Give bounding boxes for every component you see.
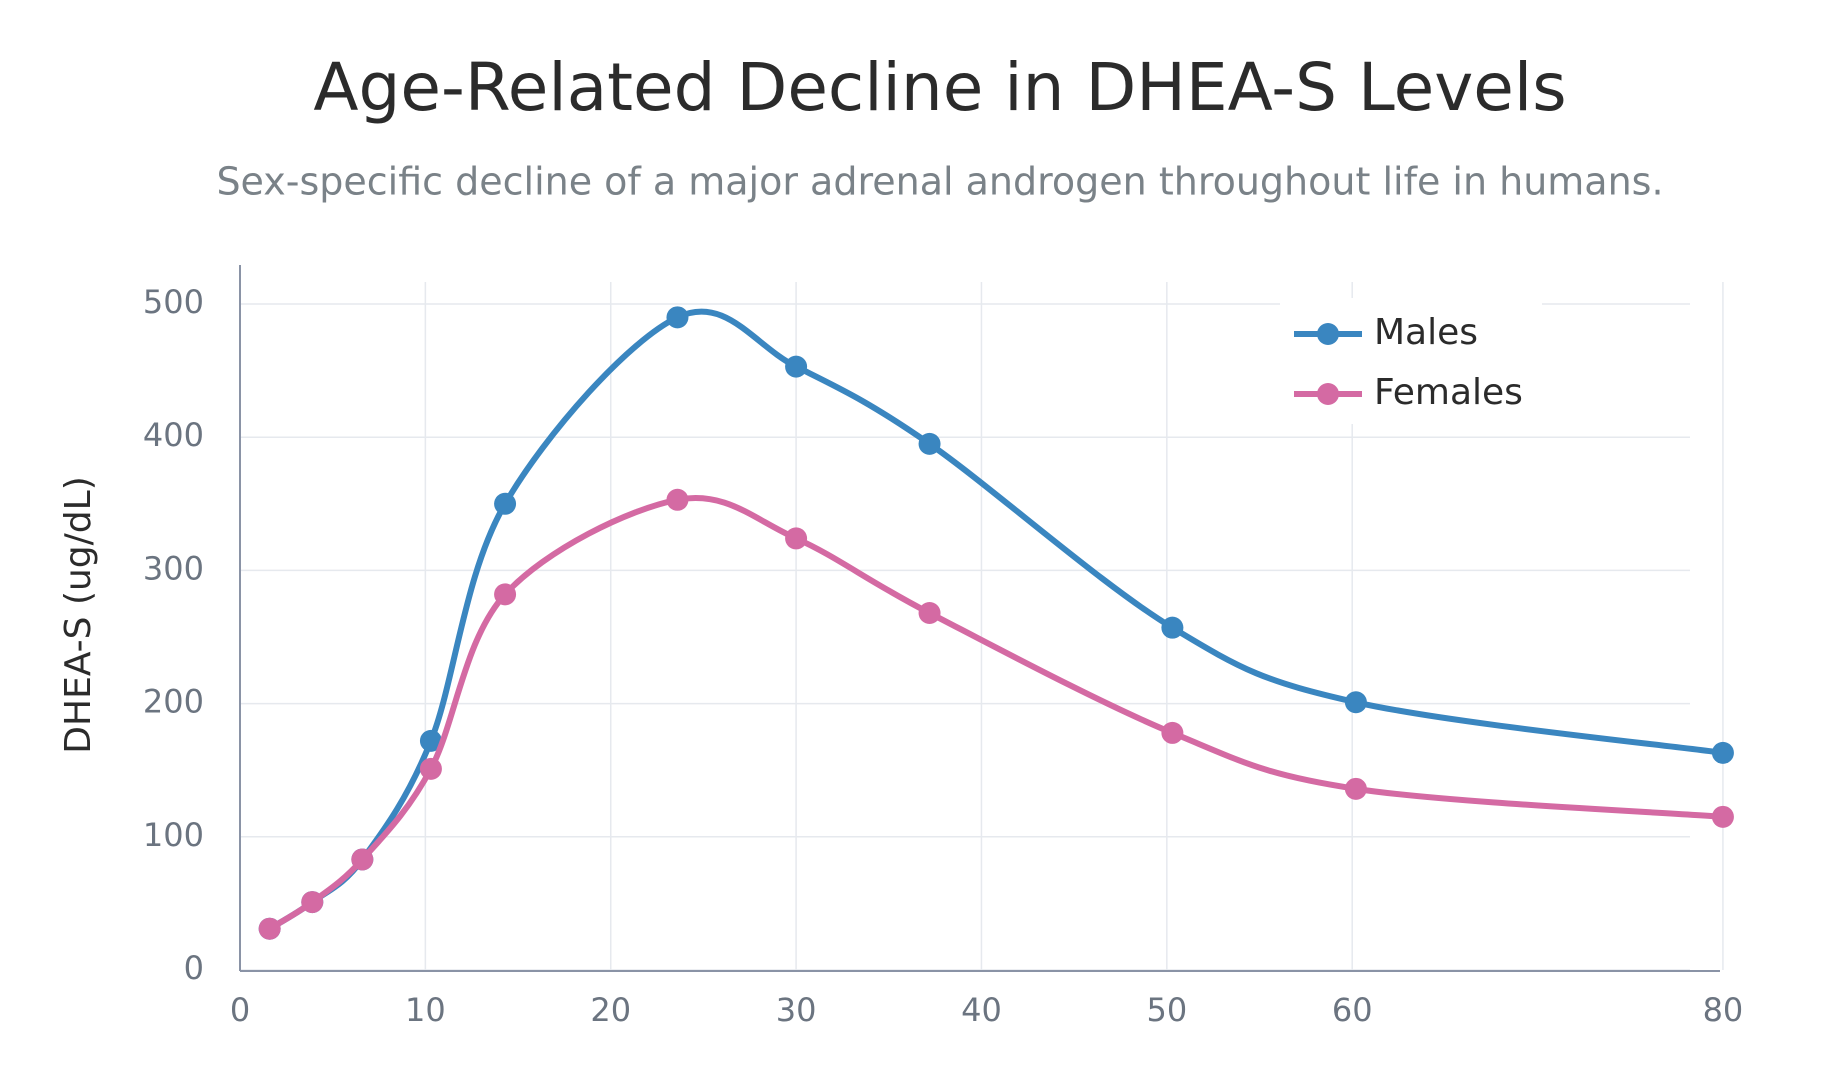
point bbox=[918, 602, 941, 625]
x-tick-label: 40 bbox=[961, 991, 1002, 1029]
point bbox=[301, 891, 324, 914]
x-tick-label: 30 bbox=[776, 991, 817, 1029]
x-tick-label: 80 bbox=[1703, 991, 1744, 1029]
x-tick-label: 50 bbox=[1146, 991, 1187, 1029]
point bbox=[419, 729, 442, 752]
point bbox=[494, 583, 517, 606]
point bbox=[1344, 691, 1367, 714]
x-tick-label: 10 bbox=[405, 991, 446, 1029]
point bbox=[785, 355, 808, 378]
point bbox=[918, 432, 941, 455]
y-tick-label: 100 bbox=[143, 816, 204, 854]
y-axis-label: DHEA-S (ug/dL) bbox=[58, 476, 99, 753]
y-tick-label: 400 bbox=[143, 416, 204, 454]
legend-marker bbox=[1317, 383, 1339, 405]
point bbox=[419, 757, 442, 780]
legend-marker bbox=[1317, 323, 1339, 345]
y-tick-label: 200 bbox=[143, 683, 204, 721]
y-tick-label: 300 bbox=[143, 549, 204, 587]
line bbox=[268, 495, 1724, 932]
x-tick-label: 60 bbox=[1332, 991, 1373, 1029]
y-tick-label: 0 bbox=[184, 949, 204, 987]
chart-title: Age-Related Decline in DHEA-S Levels bbox=[313, 49, 1566, 126]
point bbox=[494, 492, 517, 515]
legend-label: Males bbox=[1374, 312, 1478, 353]
point bbox=[666, 488, 689, 511]
point bbox=[1344, 777, 1367, 800]
point bbox=[258, 917, 281, 940]
legend-label: Females bbox=[1374, 372, 1523, 413]
x-tick-label: 20 bbox=[590, 991, 631, 1029]
line bbox=[268, 308, 1724, 932]
point bbox=[1161, 721, 1184, 744]
chart-subtitle: Sex-specific decline of a major adrenal … bbox=[216, 160, 1663, 204]
point bbox=[1711, 741, 1734, 764]
y-tick-label: 500 bbox=[143, 283, 204, 321]
point bbox=[1161, 616, 1184, 639]
point bbox=[785, 527, 808, 550]
grid bbox=[239, 282, 1724, 971]
point bbox=[666, 306, 689, 329]
point bbox=[1711, 805, 1734, 828]
x-tick-label: 0 bbox=[230, 991, 250, 1029]
point bbox=[351, 848, 374, 871]
